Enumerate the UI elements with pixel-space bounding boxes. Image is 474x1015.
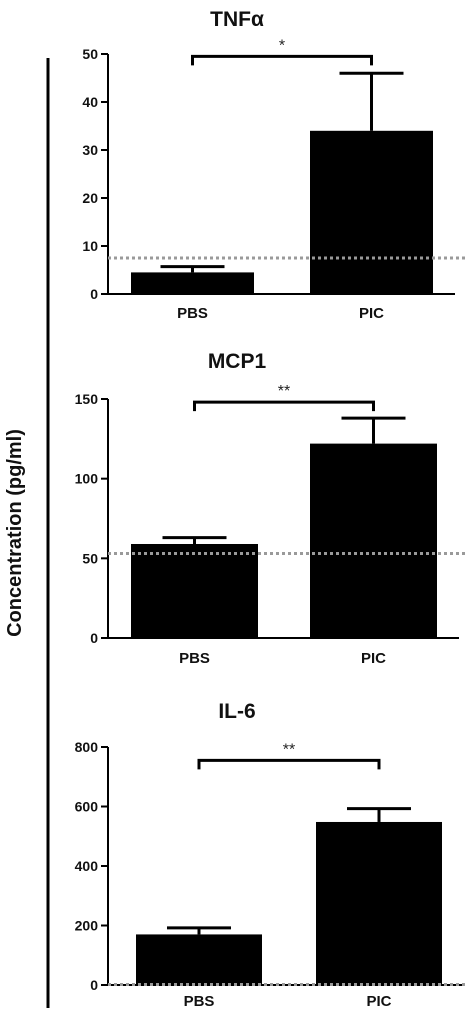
chart-title: IL-6: [218, 700, 255, 723]
significance-label: **: [278, 383, 290, 400]
bar: [136, 934, 262, 985]
significance-label: *: [279, 37, 285, 54]
y-tick-label: 400: [75, 858, 99, 874]
y-axis-title: Concentration (pg/ml): [4, 429, 26, 637]
bar: [316, 821, 442, 985]
bar: [131, 272, 254, 294]
x-tick-label: PBS: [179, 650, 210, 667]
bar: [131, 543, 258, 638]
y-tick-label: 50: [82, 46, 98, 62]
y-tick-label: 0: [90, 630, 98, 646]
y-tick-label: 10: [82, 238, 98, 254]
y-tick-label: 600: [75, 799, 99, 815]
y-tick-label: 0: [90, 286, 98, 302]
panels-group: TNFα 0 10 20 30 40 50 PBS PIC * MCP1 0 50 100 150 PBS PI…: [75, 8, 468, 1010]
y-tick-label: 200: [75, 918, 99, 934]
significance-bracket: [197, 758, 381, 770]
x-tick-label: PIC: [359, 305, 384, 322]
y-tick-label: 30: [82, 142, 98, 158]
significance-bracket: [191, 54, 373, 66]
chart-panel: TNFα 0 10 20 30 40 50 PBS PIC *: [82, 8, 468, 322]
y-tick-label: 20: [82, 190, 98, 206]
x-tick-label: PIC: [366, 993, 391, 1010]
y-tick-label: 40: [82, 94, 98, 110]
x-tick-label: PBS: [177, 305, 208, 322]
x-tick-label: PIC: [361, 650, 386, 667]
y-tick-label: 0: [90, 977, 98, 993]
significance-bracket: [193, 400, 375, 412]
bar: [310, 130, 433, 294]
significance-label: **: [283, 741, 295, 758]
chart-title: MCP1: [208, 350, 267, 373]
chart-title: TNFα: [210, 8, 264, 31]
y-tick-label: 100: [75, 471, 99, 487]
y-tick-label: 800: [75, 739, 99, 755]
chart-panel: MCP1 0 50 100 150 PBS PIC **: [75, 350, 468, 667]
x-tick-label: PBS: [184, 993, 215, 1010]
y-tick-label: 150: [75, 391, 99, 407]
chart-panel: IL-6 0 200 400 600 800 PBS PIC **: [75, 700, 468, 1010]
y-tick-label: 50: [82, 550, 98, 566]
bar: [310, 443, 437, 638]
